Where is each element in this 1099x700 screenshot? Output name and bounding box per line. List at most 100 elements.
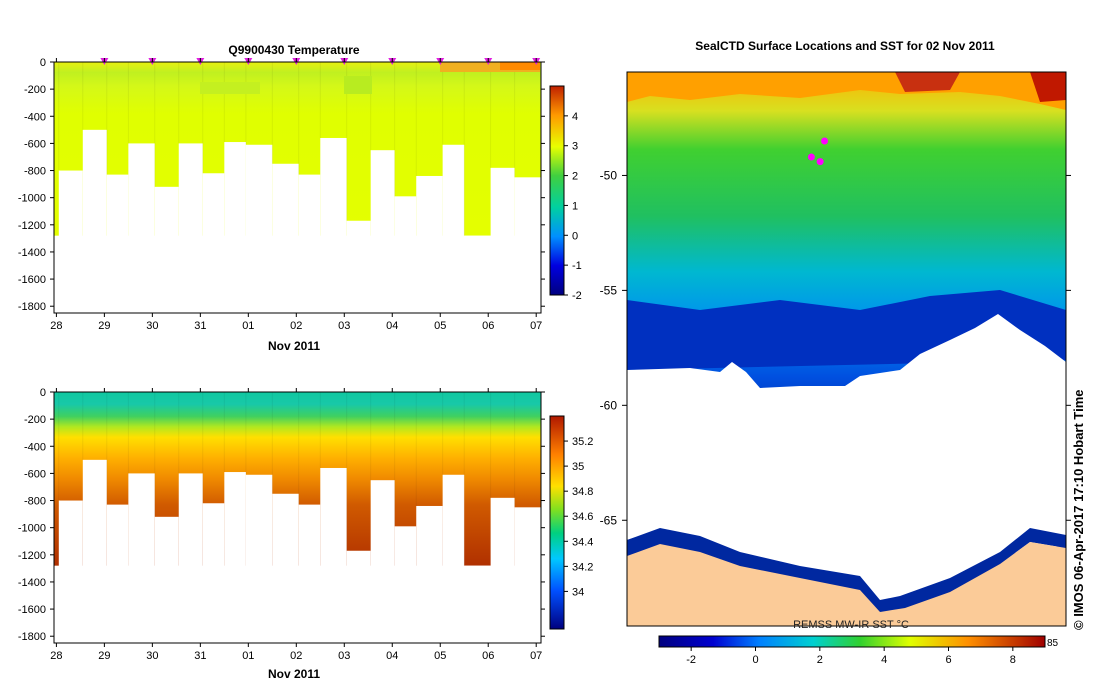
y-tick-label: -600 [24, 138, 46, 150]
colorbar-tick-label: -1 [572, 260, 582, 272]
colorbar-tick-label: 1 [572, 200, 578, 212]
map-latitude-axis: -50 -55 -60 -65 [600, 168, 1071, 527]
y-tick-label: 0 [40, 387, 46, 399]
cast-bottom-mask [245, 474, 273, 643]
x-tick-label: 31 [194, 320, 206, 332]
hot-sst-patch [895, 72, 960, 92]
cast-bottom-mask [298, 504, 321, 643]
antarctic-land [627, 542, 1066, 626]
colorbar-tick-label: 34 [572, 586, 584, 598]
temperature-cast-columns [58, 62, 541, 313]
y-tick-label: -200 [24, 414, 46, 426]
cast-bottom-mask [394, 526, 417, 643]
x-tick-label: 30 [146, 650, 158, 662]
colorbar-tick-label: 0 [572, 230, 578, 242]
sst-colorbar [658, 635, 1046, 648]
x-tick-label: 07 [530, 650, 542, 662]
seal-position-dot [821, 137, 829, 145]
cast-bottom-mask [58, 170, 83, 313]
y-tick-label: -800 [24, 166, 46, 178]
sst-colorbar-tick-label: 2 [817, 654, 823, 666]
x-tick-label: 06 [482, 320, 494, 332]
y-tick-label: -1000 [18, 193, 46, 205]
cast-bottom-mask [202, 173, 225, 313]
x-tick-label: 02 [290, 650, 302, 662]
cast-bottom-mask [490, 497, 515, 643]
cast-bottom-mask [58, 500, 83, 643]
cast-bottom-mask [202, 503, 225, 643]
y-tick-label: -800 [24, 496, 46, 508]
sst-colorbar-end-label: 85 [1047, 638, 1059, 649]
sst-colorbar-ticks: -2 0 2 4 6 8 [686, 647, 1016, 666]
salinity-colorbar [549, 415, 565, 630]
temperature-colorbar-ticks: 4 3 2 1 0 -1 -2 [564, 111, 582, 302]
sst-colorbar-tick-label: 8 [1010, 654, 1016, 666]
sea-ice-region [627, 314, 1066, 612]
temperature-patch [200, 82, 260, 94]
imos-credit: © IMOS 06-Apr-2017 17:10 Hobart Time [1071, 389, 1086, 630]
y-tick-label: 0 [40, 57, 46, 69]
x-tick-label: 28 [50, 320, 62, 332]
sst-colorbar-tick-label: -2 [686, 654, 696, 666]
lat-tick-label: -55 [600, 283, 618, 297]
y-tick-label: -400 [24, 111, 46, 123]
x-tick-label: 29 [98, 650, 110, 662]
seal-position-dot [816, 158, 824, 166]
x-tick-label: 05 [434, 320, 446, 332]
cast-bottom-mask [370, 150, 395, 313]
y-tick-label: -1600 [18, 274, 46, 286]
temperature-x-label: Nov 2011 [268, 339, 320, 353]
cast-bottom-mask [416, 505, 443, 643]
colorbar-tick-label: 2 [572, 171, 578, 183]
cast-bottom-mask [128, 143, 155, 313]
y-tick-label: -1800 [18, 631, 46, 643]
cast-bottom-mask [320, 467, 347, 643]
y-tick-label: -600 [24, 468, 46, 480]
cast-bottom-mask [464, 565, 491, 643]
sst-colorbar-label: REMSS MW-IR SST °C [793, 619, 909, 631]
y-tick-label: -200 [24, 84, 46, 96]
cast-bottom-mask [154, 516, 179, 643]
cast-bottom-mask [442, 144, 465, 313]
temperature-section-panel: Q9900430 Temperature 0 -200 -400 -600 -800 -1… [18, 43, 582, 353]
cast-bottom-mask [514, 507, 541, 643]
x-tick-label: 29 [98, 320, 110, 332]
temperature-chart-title: Q9900430 Temperature [228, 43, 360, 57]
cast-bottom-mask [320, 137, 347, 313]
y-tick-label: -1800 [18, 301, 46, 313]
seal-positions [807, 137, 829, 166]
salinity-section-panel: 0 -200 -400 -600 -800 -1000 -1200 -1400 -1600 -18… [18, 387, 594, 681]
cast-bottom-mask [272, 163, 299, 313]
warm-sst-band [627, 72, 1066, 110]
seal-position-dot [807, 153, 815, 161]
salinity-x-axis: 28 29 30 31 01 02 03 04 05 06 07 [50, 388, 542, 662]
cast-bottom-mask [224, 472, 246, 643]
cast-bottom-mask [128, 473, 155, 643]
cast-bottom-mask [298, 174, 321, 313]
colorbar-tick-label: 35 [572, 461, 584, 473]
cast-bottom-mask [464, 235, 491, 313]
temperature-patch [440, 62, 540, 72]
colorbar-tick-label: 34.8 [572, 486, 593, 498]
temperature-colorbar [549, 85, 565, 296]
salinity-cast-columns [58, 392, 541, 643]
y-tick-label: -1600 [18, 604, 46, 616]
y-tick-label: -400 [24, 441, 46, 453]
cast-bottom-mask [272, 493, 299, 643]
temperature-axes-frame [53, 61, 542, 314]
sst-colorbar-tick-label: 0 [752, 654, 758, 666]
colorbar-tick-label: -2 [572, 290, 582, 302]
salinity-y-axis: 0 -200 -400 -600 -800 -1000 -1200 -1400 -1600 -18… [18, 387, 545, 643]
cast-bottom-mask [106, 504, 129, 643]
y-tick-label: -1200 [18, 220, 46, 232]
salinity-axes-frame [53, 391, 542, 644]
cast-bottom-mask [106, 174, 129, 313]
cast-bottom-mask [394, 196, 417, 313]
temperature-patch [500, 62, 540, 70]
x-tick-label: 03 [338, 320, 350, 332]
x-tick-label: 07 [530, 320, 542, 332]
y-tick-label: -1400 [18, 577, 46, 589]
y-tick-label: -1400 [18, 247, 46, 259]
sst-map-panel: SealCTD Surface Locations and SST for 02… [600, 39, 1086, 666]
